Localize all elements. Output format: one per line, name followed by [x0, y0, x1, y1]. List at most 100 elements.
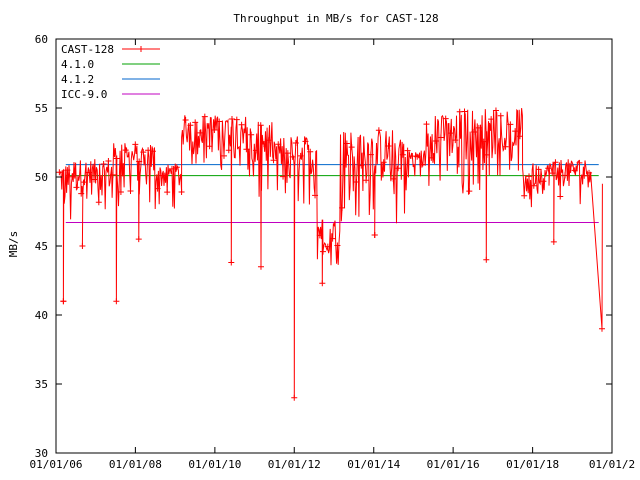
data-point-marker — [395, 165, 402, 172]
data-point-marker — [228, 115, 235, 122]
data-point-marker — [316, 232, 323, 239]
data-point-marker — [423, 121, 430, 128]
data-point-marker — [385, 143, 392, 150]
spike-marker — [60, 298, 67, 305]
data-point-marker — [275, 141, 282, 148]
y-tick-label: 30 — [35, 447, 48, 460]
data-point-marker — [154, 185, 161, 192]
data-point-marker — [571, 167, 578, 174]
data-point-marker — [409, 153, 416, 160]
data-point-marker — [488, 116, 495, 123]
plot-frame — [55, 38, 613, 454]
y-tick-label: 55 — [35, 102, 48, 115]
data-point-marker — [238, 121, 245, 128]
data-point-marker — [78, 190, 85, 197]
legend: CAST-128 4.1.0 4.1.2 ICC-9.0 — [61, 43, 160, 101]
data-point-marker — [206, 143, 213, 150]
data-point-marker — [270, 157, 277, 164]
data-point-marker — [265, 137, 272, 144]
data-point-marker — [201, 113, 208, 120]
data-point-marker — [535, 166, 542, 173]
y-tick-label: 60 — [35, 33, 48, 46]
data-point-marker — [192, 119, 199, 126]
spike-marker — [371, 231, 378, 238]
data-point-marker — [216, 118, 223, 125]
data-point-marker — [492, 107, 499, 114]
spike-marker — [319, 280, 326, 287]
data-point-marker — [164, 189, 171, 196]
data-point-marker — [100, 161, 107, 168]
data-point-marker — [483, 151, 490, 158]
data-point-marker — [557, 193, 564, 200]
data-point-marker — [466, 188, 473, 195]
data-point-marker — [447, 130, 454, 137]
data-point-marker — [540, 178, 547, 185]
data-point-marker — [437, 134, 444, 141]
x-tick-label: 01/01/18 — [506, 458, 559, 471]
data-point-marker — [552, 159, 559, 166]
data-point-marker — [516, 133, 523, 140]
data-point-marker — [334, 242, 341, 249]
data-point-marker — [433, 137, 440, 144]
data-point-marker — [56, 169, 63, 176]
data-point-marker — [339, 204, 346, 211]
data-point-marker — [168, 165, 175, 172]
data-point-marker — [461, 108, 468, 115]
data-point-marker — [545, 165, 552, 172]
data-point-marker — [475, 124, 482, 131]
data-point-marker — [113, 155, 120, 162]
series-markers-cast-128 — [56, 107, 605, 401]
data-point-marker — [280, 173, 287, 180]
y-tick-label: 45 — [35, 240, 48, 253]
data-point-marker — [428, 154, 435, 161]
spike-marker — [79, 243, 86, 249]
y-tick-label: 40 — [35, 309, 48, 322]
legend-label-cast-128: CAST-128 — [61, 43, 114, 56]
data-point-marker — [320, 248, 327, 255]
data-point-marker — [196, 129, 203, 136]
data-point-marker — [117, 189, 124, 195]
data-point-marker — [380, 159, 387, 166]
spike-marker — [598, 325, 605, 332]
x-tick-label: 01/01/16 — [427, 458, 480, 471]
chart-title: Throughput in MB/s for CAST-128 — [233, 12, 438, 25]
data-point-marker — [140, 149, 147, 156]
data-point-marker — [178, 189, 185, 196]
data-point-marker — [145, 147, 152, 154]
data-point-marker — [581, 172, 588, 179]
spike-marker — [257, 263, 264, 270]
data-point-marker — [526, 173, 533, 180]
data-point-marker — [284, 150, 291, 157]
data-point-marker — [173, 164, 180, 171]
data-point-marker — [502, 143, 509, 150]
spike-marker — [113, 298, 120, 305]
data-point-marker — [367, 151, 374, 158]
data-point-marker — [307, 148, 314, 155]
data-point-marker — [81, 179, 88, 186]
y-tick-label: 50 — [35, 171, 48, 184]
x-tick-label: 01/01/14 — [347, 458, 400, 471]
data-point-marker — [471, 128, 478, 135]
data-point-marker — [530, 182, 537, 189]
x-tick-label: 01/01/12 — [268, 458, 321, 471]
data-point-marker — [390, 175, 397, 182]
data-point-marker — [243, 146, 250, 153]
data-point-marker — [122, 147, 129, 154]
data-point-marker — [297, 152, 304, 159]
axes: 30 35 40 45 50 55 60 01/01/06 01/01/08 01/01/10 01… — [30, 33, 636, 471]
data-point-marker — [353, 179, 360, 186]
data-point-marker — [252, 147, 259, 154]
data-point-marker — [343, 140, 350, 147]
x-tick-label: 01/01/08 — [109, 458, 162, 471]
legend-label-icc-9-0: ICC-9.0 — [61, 88, 107, 101]
data-point-marker — [257, 122, 264, 129]
data-point-marker — [566, 162, 573, 169]
x-tick-label: 01/01/10 — [188, 458, 241, 471]
data-point-marker — [91, 176, 98, 183]
data-point-marker — [211, 126, 218, 133]
data-point-marker — [289, 153, 296, 160]
data-point-marker — [404, 147, 411, 154]
data-point-marker — [73, 184, 80, 191]
data-point-marker — [182, 116, 189, 123]
y-tick-label: 35 — [35, 378, 48, 391]
